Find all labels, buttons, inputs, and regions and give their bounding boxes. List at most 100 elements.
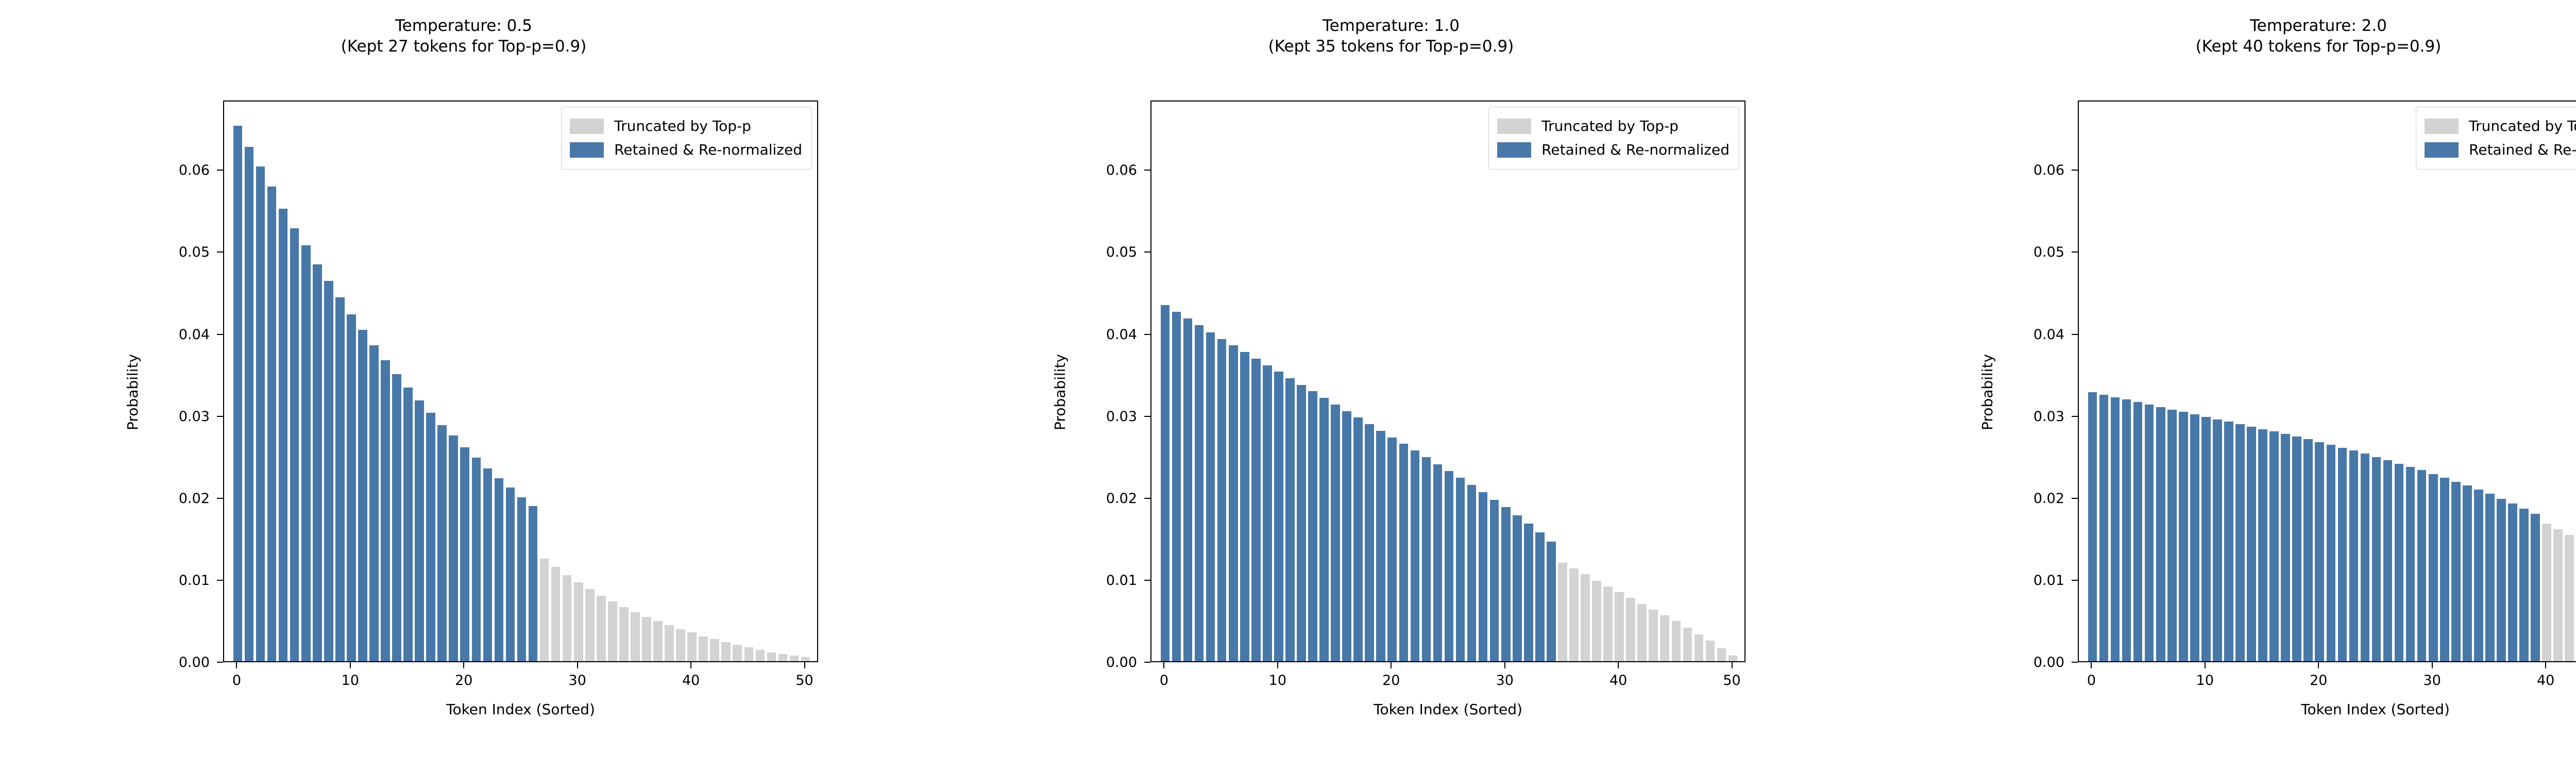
bar <box>312 264 322 661</box>
bar <box>369 345 379 661</box>
bar <box>2201 416 2211 661</box>
bar <box>573 582 583 661</box>
panel-temperature-1: Temperature: 1.0 (Kept 35 tokens for Top… <box>927 0 1855 773</box>
bar <box>778 653 788 661</box>
x-tick-mark <box>1391 662 1392 668</box>
y-tick-label: 0.00 <box>1106 654 1137 670</box>
x-tick-mark <box>1504 662 1505 668</box>
bar <box>2383 460 2393 661</box>
bar <box>1433 464 1443 661</box>
bar <box>755 649 765 661</box>
y-tick-label: 0.02 <box>2033 490 2064 507</box>
bar <box>426 412 435 661</box>
y-tick-mark <box>217 497 223 499</box>
bar <box>1228 345 1238 661</box>
legend-label: Retained & Re-normalized <box>2469 141 2576 158</box>
panel-temperature-2: Temperature: 2.0 (Kept 40 tokens for Top… <box>1855 0 2576 773</box>
bar <box>256 166 265 661</box>
bar <box>619 607 629 661</box>
x-tick-label: 10 <box>2196 673 2214 688</box>
bar <box>2088 392 2097 661</box>
bar <box>1319 398 1329 661</box>
bar <box>2190 414 2199 661</box>
bar <box>2144 404 2154 661</box>
legend-label: Retained & Re-normalized <box>614 141 802 158</box>
legend-swatch <box>2425 119 2459 134</box>
axes-2: Probability Token Index (Sorted) 0.00 0.0… <box>1976 31 2576 718</box>
bar-series-0 <box>224 102 817 661</box>
legend-entry: Truncated by Top-p <box>1497 114 1730 138</box>
bar <box>2122 399 2131 661</box>
y-tick-mark <box>1144 579 1150 581</box>
bar <box>2439 477 2449 661</box>
bar <box>2349 450 2359 661</box>
bar <box>2519 509 2529 661</box>
bar <box>381 360 390 661</box>
bar <box>1649 609 1658 661</box>
bar <box>1274 372 1283 661</box>
y-tick-label: 0.06 <box>2033 162 2064 179</box>
bar <box>505 487 515 661</box>
x-axis-label-2: Token Index (Sorted) <box>2301 701 2450 718</box>
x-axis-label-1: Token Index (Sorted) <box>1374 701 1522 718</box>
bar <box>2224 422 2233 661</box>
x-tick-mark <box>2318 662 2319 668</box>
bar <box>2485 494 2495 661</box>
bar <box>2315 442 2325 661</box>
bar <box>539 559 549 661</box>
bar <box>2292 436 2301 661</box>
bar <box>290 228 299 661</box>
bar <box>1569 568 1579 661</box>
bar <box>2247 426 2256 661</box>
bar <box>2417 470 2427 661</box>
bar <box>1297 384 1306 661</box>
y-tick-label: 0.04 <box>2033 326 2064 343</box>
bar <box>1183 318 1193 661</box>
legend-2: Truncated by Top-p Retained & Re-normaliz… <box>2416 107 2576 170</box>
bar <box>1467 484 1477 661</box>
legend-entry: Truncated by Top-p <box>570 114 802 138</box>
bar <box>301 245 311 661</box>
bar <box>631 612 640 661</box>
y-tick-label: 0.06 <box>1106 162 1137 179</box>
bar <box>585 589 595 661</box>
y-tick-label: 0.04 <box>1106 326 1137 343</box>
bar <box>1694 634 1704 661</box>
y-tick-mark <box>1144 497 1150 499</box>
bar <box>1615 592 1624 661</box>
bar <box>653 621 663 661</box>
bar <box>1342 411 1351 661</box>
bar <box>642 617 651 661</box>
bar <box>1217 339 1227 661</box>
y-tick-mark <box>1144 333 1150 335</box>
bar <box>1331 404 1340 661</box>
legend-swatch <box>1497 119 1532 134</box>
bar <box>2565 534 2574 661</box>
bar <box>1421 457 1431 661</box>
x-tick-mark <box>1277 662 1278 668</box>
bar <box>1558 563 1567 661</box>
bar <box>2360 453 2370 661</box>
legend-0: Truncated by Top-p Retained & Re-normaliz… <box>561 107 812 170</box>
x-tick-label: 0 <box>1159 673 1169 688</box>
x-tick-label: 40 <box>1609 673 1628 688</box>
axes-1: Probability Token Index (Sorted) 0.00 0.0… <box>1048 31 1780 718</box>
y-tick-label: 0.03 <box>2033 408 2064 425</box>
y-tick-mark <box>217 579 223 581</box>
bar <box>2303 439 2313 661</box>
x-tick-label: 50 <box>795 673 814 688</box>
bar <box>733 645 742 661</box>
bar <box>1512 515 1522 661</box>
legend-swatch <box>2425 142 2459 158</box>
plot-frame-0 <box>223 100 818 662</box>
bar <box>1410 450 1420 661</box>
bar <box>608 601 617 661</box>
bar <box>1285 378 1295 661</box>
x-axis-label-0: Token Index (Sorted) <box>446 701 595 718</box>
bar <box>2235 424 2245 661</box>
bar <box>437 425 447 661</box>
x-tick-mark <box>2091 662 2092 668</box>
bar <box>676 629 685 661</box>
panel-title-2: Temperature: 2.0 (Kept 40 tokens for Top… <box>2195 16 2442 56</box>
